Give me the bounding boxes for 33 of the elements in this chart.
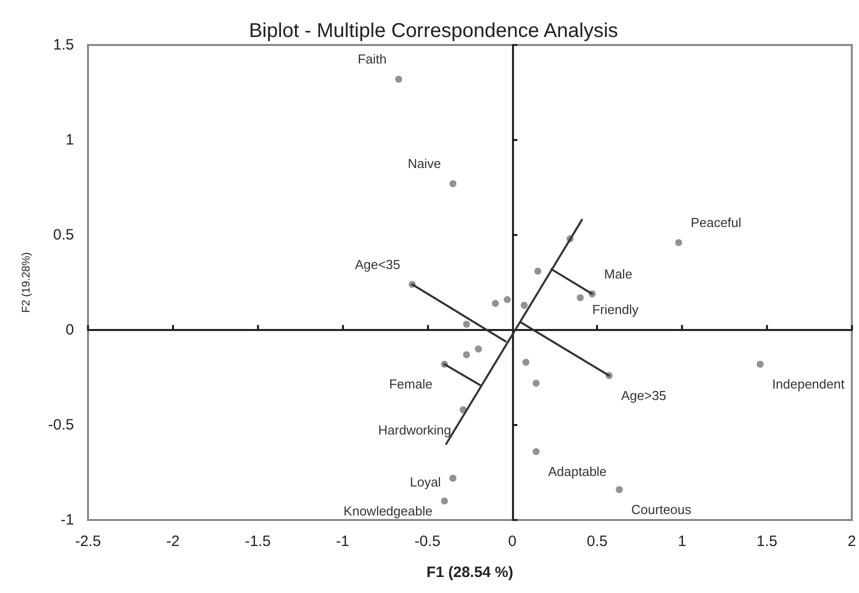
x-tick-label: -2.5 [75, 533, 101, 550]
y-tick-label: 1 [66, 132, 74, 148]
y-axis-title: F2 (19.28%) [20, 252, 32, 313]
annotation: Male [604, 266, 632, 282]
annotation: Loyal [410, 474, 442, 490]
x-tick-label: 1 [678, 533, 686, 550]
y-tick-label: 0 [66, 322, 74, 338]
annotation: Female [389, 376, 432, 392]
annotation: Friendly [592, 302, 639, 318]
x-tick-label: -1 [336, 533, 350, 550]
annotation: Independent [772, 376, 845, 392]
x-tick-label: -1.5 [244, 533, 271, 550]
x-tick-label: 1.5 [756, 533, 778, 550]
x-tick-label: 2 [848, 533, 856, 550]
annotation: Age<35 [355, 256, 400, 272]
annotation: Hardworking [378, 422, 452, 438]
annotation: Adaptable [548, 464, 607, 480]
annotation: Peaceful [690, 215, 742, 230]
y-tick-label: -0.5 [48, 416, 74, 434]
annotation: Naive [408, 156, 441, 172]
x-tick-label: -0.5 [414, 533, 440, 550]
x-tick-label: -2 [166, 533, 180, 550]
annotation: Faith [358, 52, 387, 67]
y-tick-label: 0.5 [53, 226, 74, 244]
annotation: Age>35 [621, 388, 666, 404]
x-tick-label: 0 [508, 533, 517, 550]
y-tick-label: -1 [60, 512, 74, 528]
y-tick-label: 1.5 [53, 36, 74, 54]
x-tick-label: 0.5 [586, 533, 608, 550]
annotation: Courteous [631, 502, 692, 518]
chart-title: Biplot - Multiple Correspondence Analysis [248, 20, 618, 42]
x-axis-title: F1 (28.54 %) [426, 564, 514, 581]
annotation: Knowledgeable [344, 504, 432, 518]
